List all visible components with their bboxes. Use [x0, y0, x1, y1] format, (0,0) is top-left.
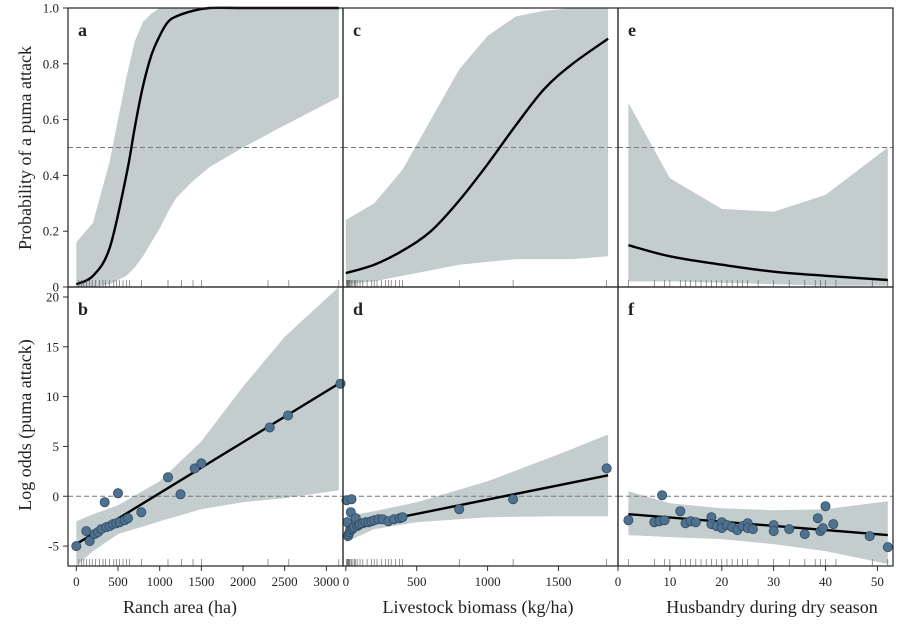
panel-b: -5 0 5 10 15 20 0 500 1000 1500 2000 2500 3000 b: [46, 287, 346, 589]
confidence-band: [345, 434, 609, 543]
x-tick-label: 0: [343, 574, 350, 589]
panel-letter-c: c: [353, 20, 361, 40]
data-point: [659, 515, 670, 526]
panel-frames: [67, 7, 894, 567]
data-point: [690, 517, 701, 528]
axis-labels: Probability of a puma attack Log odds (p…: [15, 46, 878, 618]
fitted-line: [628, 512, 888, 537]
data-point: [508, 494, 519, 505]
data-point: [454, 504, 465, 515]
data-point: [601, 463, 612, 474]
y-tick-label: 0: [53, 280, 60, 295]
x-tick-label: 1500: [545, 574, 571, 589]
data-point: [189, 463, 200, 474]
x-tick-label: 1000: [147, 574, 173, 589]
x-tick-label: 50: [871, 574, 884, 589]
data-point: [818, 523, 829, 534]
confidence-band: [628, 102, 888, 286]
data-point: [346, 494, 357, 505]
data-point: [81, 526, 92, 537]
data-point: [747, 524, 758, 535]
y-tick-label: 5: [53, 439, 60, 454]
data-point: [820, 501, 831, 512]
panel-d: 0 500 1000 1500 d: [341, 299, 618, 589]
data-point: [71, 541, 82, 552]
data-point: [282, 410, 293, 421]
y-tick-label: 15: [46, 339, 59, 354]
x-tick-label: 1500: [188, 574, 214, 589]
y-tick-label: 0: [53, 489, 60, 504]
xlabel-livestock-biomass: Livestock biomass (kg/ha): [383, 597, 574, 618]
panel-letter-e: e: [628, 20, 636, 40]
panel-letter-a: a: [78, 20, 87, 40]
ylabel-bottom: Log odds (puma attack): [15, 339, 36, 510]
y-tick-label: 1.0: [43, 1, 59, 16]
y-tick-label: 10: [46, 389, 59, 404]
y-tick-label: 0.2: [43, 224, 59, 239]
x-tick-label: 40: [819, 574, 832, 589]
x-tick-label: 1000: [475, 574, 501, 589]
x-tick-label: 0: [615, 574, 622, 589]
x-tick-label: 20: [715, 574, 728, 589]
y-tick-label: -5: [48, 539, 59, 554]
x-tick-label: 10: [663, 574, 676, 589]
x-tick-label: 500: [108, 574, 128, 589]
x-tick-label: 2000: [230, 574, 256, 589]
x-tick-label: 2500: [272, 574, 298, 589]
y-tick-label: 0.8: [43, 56, 59, 71]
panel-e: e: [618, 20, 893, 287]
panel-f: 0 10 20 30 40 50 f: [615, 299, 893, 589]
data-point: [864, 531, 875, 542]
y-tick-label: 20: [46, 289, 59, 304]
data-point: [784, 524, 795, 535]
data-point: [812, 513, 823, 524]
data-point: [828, 519, 839, 530]
data-point: [799, 529, 810, 540]
x-tick-label: 3000: [313, 574, 339, 589]
confidence-band: [628, 491, 888, 564]
data-point: [113, 488, 124, 499]
ylabel-top: Probability of a puma attack: [15, 46, 35, 250]
data-point: [84, 536, 95, 547]
data-point: [264, 422, 275, 433]
data-point: [335, 378, 346, 389]
data-point: [175, 489, 186, 500]
x-tick-label: 0: [73, 574, 80, 589]
panel-letter-d: d: [353, 299, 363, 319]
x-tick-label: 500: [407, 574, 427, 589]
data-point: [136, 507, 147, 518]
x-tick-label: 30: [767, 574, 780, 589]
data-point: [675, 506, 686, 517]
y-tick-label: 0.6: [43, 112, 60, 127]
data-point: [99, 497, 110, 508]
data-point: [196, 458, 207, 469]
data-point: [768, 526, 779, 537]
fitted-curve: [628, 244, 888, 282]
panel-c: c: [343, 8, 618, 287]
fitted-curve: [345, 37, 609, 275]
confidence-band: [345, 8, 609, 285]
data-point: [162, 472, 173, 483]
panel-letter-b: b: [78, 299, 88, 319]
data-point: [623, 515, 634, 526]
data-point: [123, 513, 134, 524]
y-tick-label: 0.4: [43, 168, 60, 183]
panel-frame-f: [617, 286, 894, 567]
data-point: [882, 542, 893, 553]
xlabel-husbandry: Husbandry during dry season: [666, 597, 877, 617]
panel-letter-f: f: [628, 299, 635, 319]
xlabel-ranch-area: Ranch area (ha): [123, 597, 237, 618]
panel-a: 0 0.2 0.4 0.6 0.8 1.0 a: [43, 1, 343, 295]
data-point: [657, 490, 668, 501]
data-point: [397, 512, 408, 523]
